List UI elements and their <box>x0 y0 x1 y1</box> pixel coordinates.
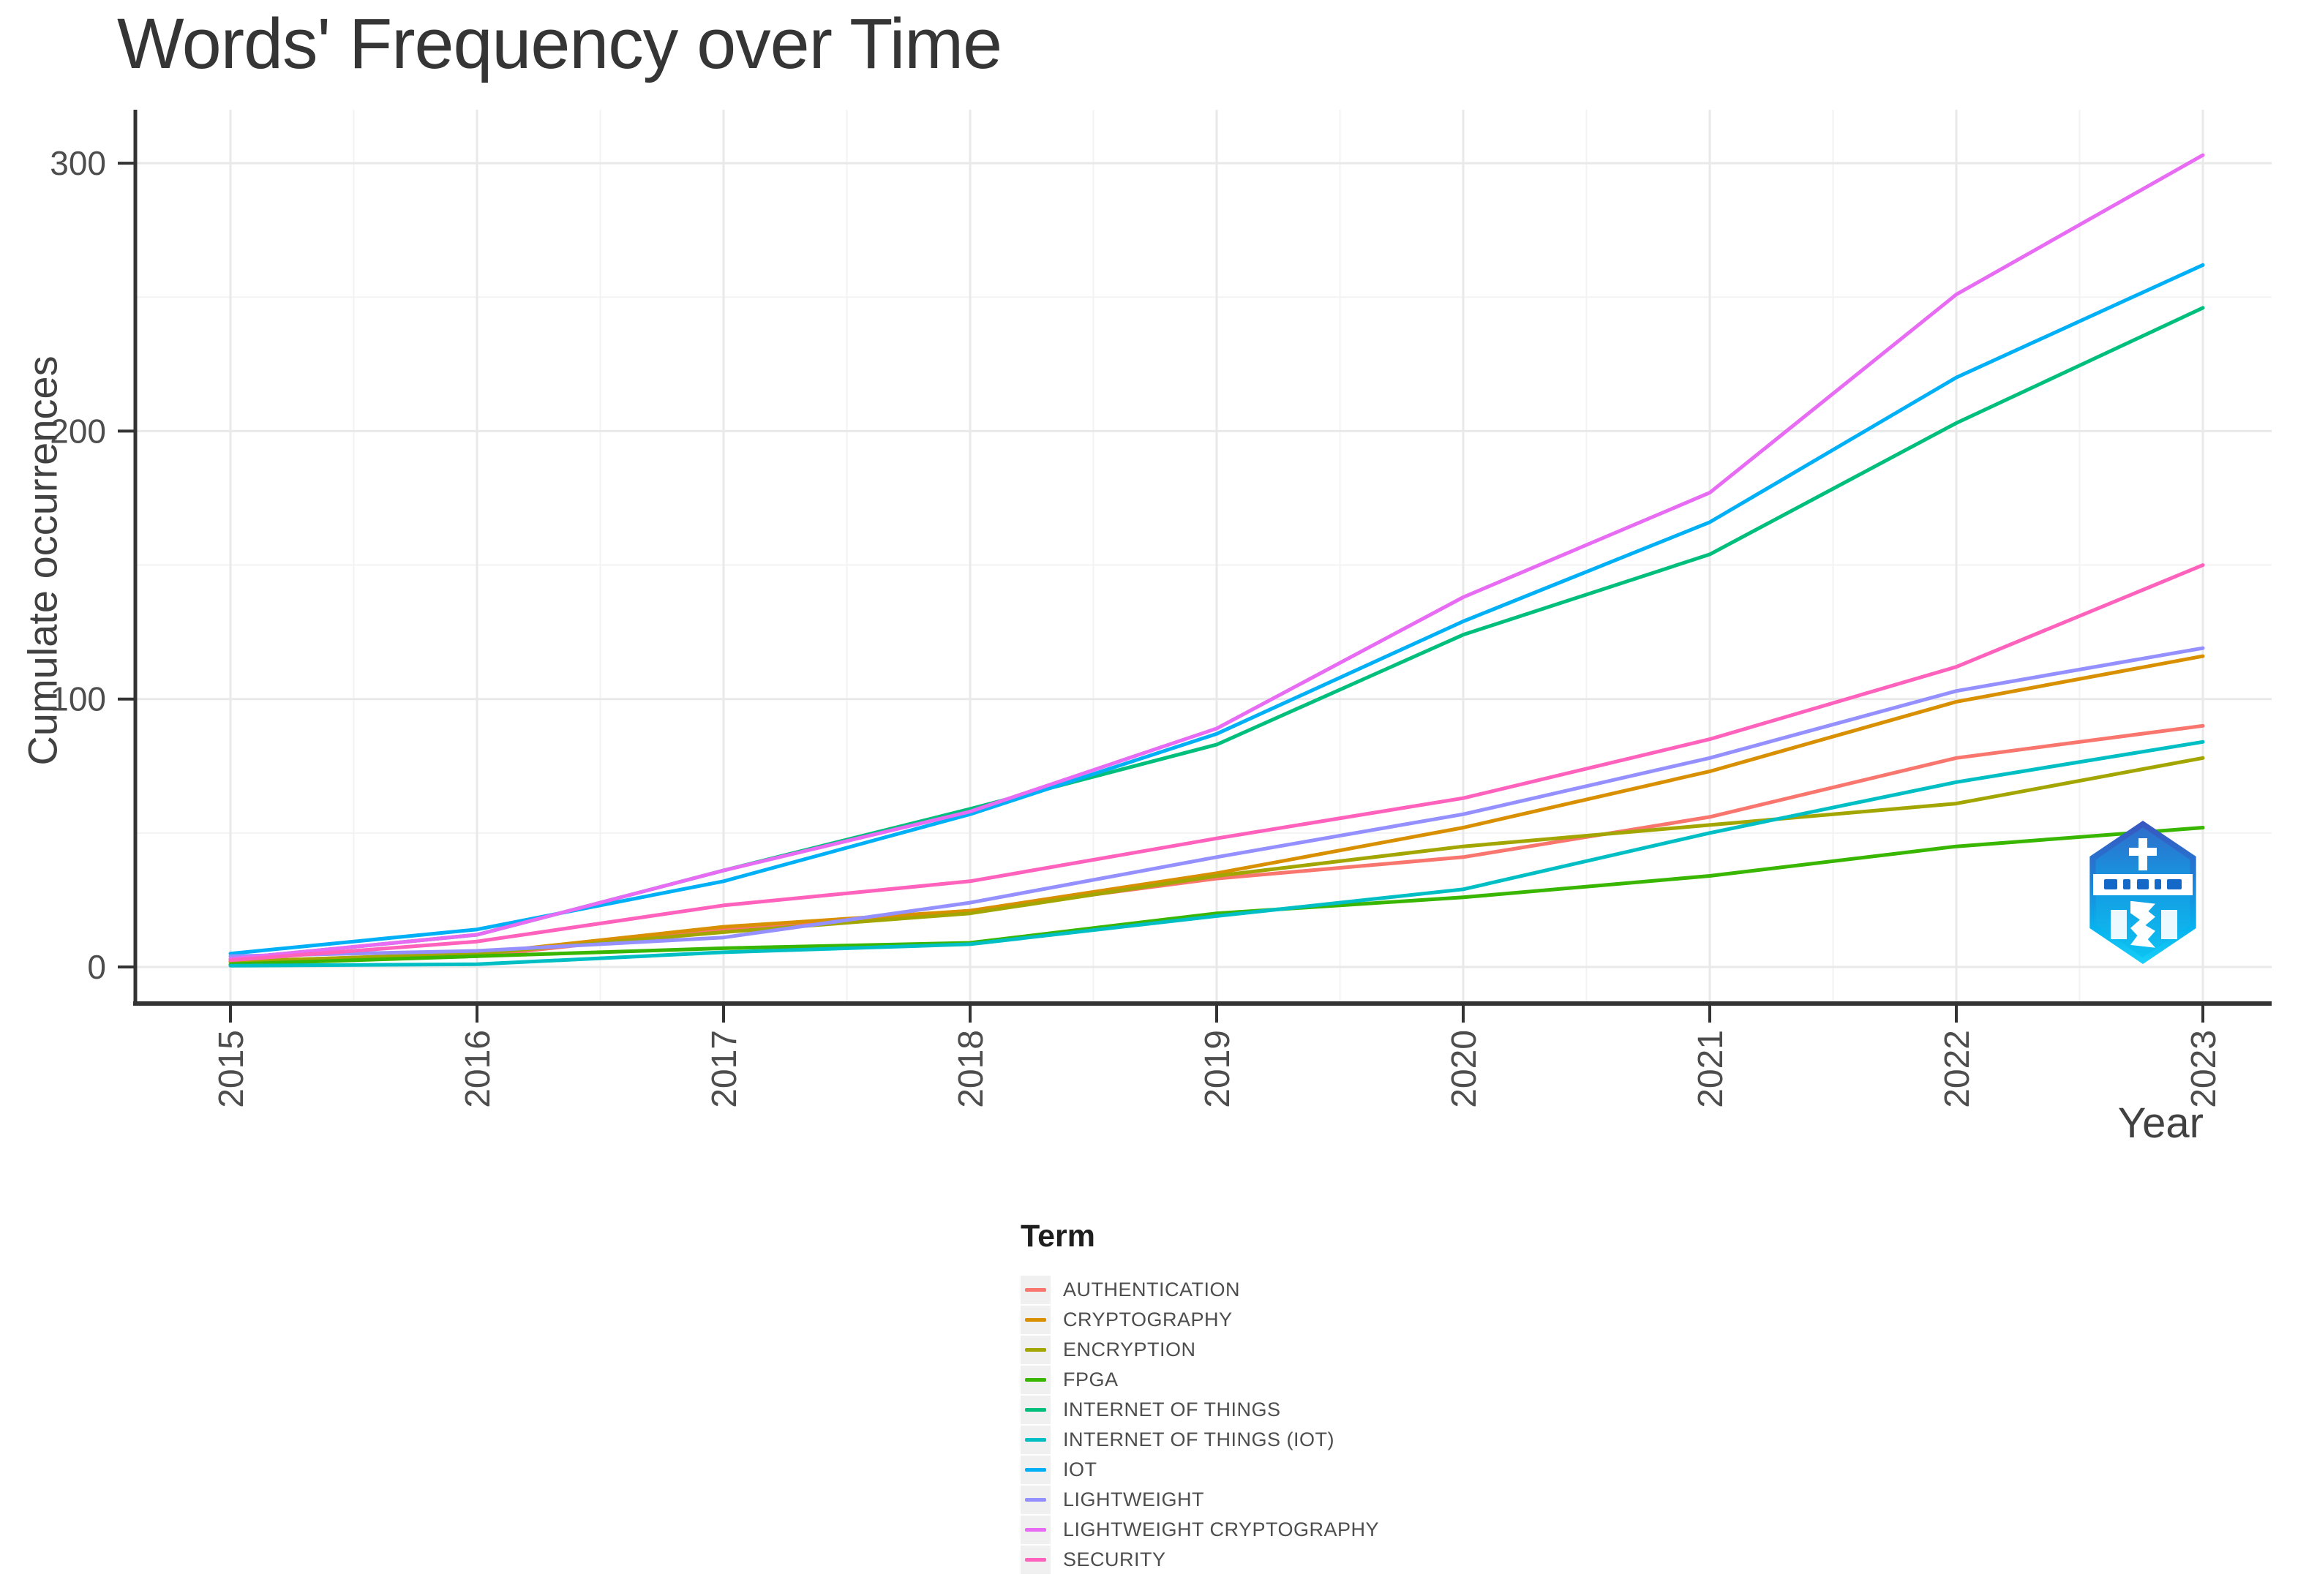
legend-key <box>1021 1516 1051 1544</box>
series-line-lightweight <box>228 646 2205 958</box>
legend-label: ENCRYPTION <box>1063 1339 1196 1360</box>
plot-area: 0 100 200 300 2015 2016 2017 2018 2019 2020 2021 20… <box>50 110 2272 1108</box>
legend-label: CRYPTOGRAPHY <box>1063 1309 1233 1330</box>
x-tick-label: 2015 <box>212 1030 251 1108</box>
series-line-fpga <box>228 826 2205 966</box>
x-tick-label: 2022 <box>1938 1030 1977 1108</box>
series-line-security <box>228 563 2205 963</box>
legend-entry: INTERNET OF THINGS (IOT) <box>1021 1425 1379 1455</box>
x-tick-label: 2018 <box>952 1030 991 1108</box>
x-tick-label: 2019 <box>1198 1030 1237 1108</box>
watermark-ornament <box>2110 909 2127 939</box>
legend-key <box>1021 1546 1051 1574</box>
legend-label: AUTHENTICATION <box>1063 1279 1240 1300</box>
series-line-lightweight-cryptography <box>228 153 2205 961</box>
legend-entry: LIGHTWEIGHT CRYPTOGRAPHY <box>1021 1515 1379 1545</box>
legend-line-swatch <box>1025 1288 1046 1292</box>
legend-rows: AUTHENTICATION CRYPTOGRAPHY ENCRYPTION FPGA… <box>1021 1275 1379 1575</box>
x-tick-label: 2017 <box>705 1030 744 1108</box>
legend-label: FPGA <box>1063 1369 1119 1390</box>
legend-key <box>1021 1456 1051 1484</box>
x-tick-label: 2021 <box>1691 1030 1730 1108</box>
x-tick-label: 2020 <box>1445 1030 1484 1108</box>
legend-line-swatch <box>1025 1558 1046 1562</box>
legend-entry: CRYPTOGRAPHY <box>1021 1305 1379 1335</box>
legend-entry: IOT <box>1021 1455 1379 1485</box>
legend-line-swatch <box>1025 1498 1046 1502</box>
watermark-text-band <box>2093 873 2193 895</box>
legend-key <box>1021 1486 1051 1514</box>
chart-title: Words' Frequency over Time <box>117 4 1002 83</box>
watermark-logo <box>2085 821 2201 964</box>
watermark-ornament <box>2161 909 2178 939</box>
y-tick-label: 200 <box>50 412 106 450</box>
legend-title: Term <box>1021 1219 1095 1254</box>
y-tick-label: 300 <box>50 144 106 182</box>
legend-label: LIGHTWEIGHT <box>1063 1488 1204 1510</box>
x-axis-title: Year <box>2117 1099 2204 1147</box>
legend-key <box>1021 1306 1051 1334</box>
legend-label: LIGHTWEIGHT CRYPTOGRAPHY <box>1063 1518 1380 1540</box>
x-tick-label: 2023 <box>2185 1030 2223 1108</box>
legend-line-swatch <box>1025 1348 1046 1352</box>
legend-label: INTERNET OF THINGS <box>1063 1399 1281 1420</box>
watermark-cross-icon <box>2129 848 2157 857</box>
legend-entry: FPGA <box>1021 1365 1379 1395</box>
legend-entry: AUTHENTICATION <box>1021 1275 1379 1305</box>
legend-key <box>1021 1366 1051 1394</box>
y-tick-label: 0 <box>87 948 106 986</box>
legend-line-swatch <box>1025 1528 1046 1532</box>
y-axis-title: Cumulate occurrences <box>19 355 66 766</box>
x-tick-label: 2016 <box>459 1030 497 1108</box>
legend-key <box>1021 1426 1051 1454</box>
legend: Term AUTHENTICATION CRYPTOGRAPHY ENCRYPTIO… <box>1021 1219 1379 1575</box>
legend-line-swatch <box>1025 1408 1046 1412</box>
legend-label: SECURITY <box>1063 1548 1166 1570</box>
legend-key <box>1021 1396 1051 1424</box>
legend-key <box>1021 1336 1051 1364</box>
legend-label: INTERNET OF THINGS (IOT) <box>1063 1429 1335 1450</box>
series-line-internet-of-things-iot- <box>228 739 2205 968</box>
legend-entry: INTERNET OF THINGS <box>1021 1395 1379 1425</box>
legend-line-swatch <box>1025 1318 1046 1322</box>
legend-entry: SECURITY <box>1021 1545 1379 1575</box>
legend-line-swatch <box>1025 1438 1046 1442</box>
legend-entry: ENCRYPTION <box>1021 1335 1379 1365</box>
legend-entry: LIGHTWEIGHT <box>1021 1485 1379 1515</box>
legend-line-swatch <box>1025 1378 1046 1382</box>
legend-line-swatch <box>1025 1468 1046 1472</box>
legend-key <box>1021 1276 1051 1304</box>
y-tick-label: 100 <box>50 680 106 718</box>
legend-label: IOT <box>1063 1458 1097 1480</box>
